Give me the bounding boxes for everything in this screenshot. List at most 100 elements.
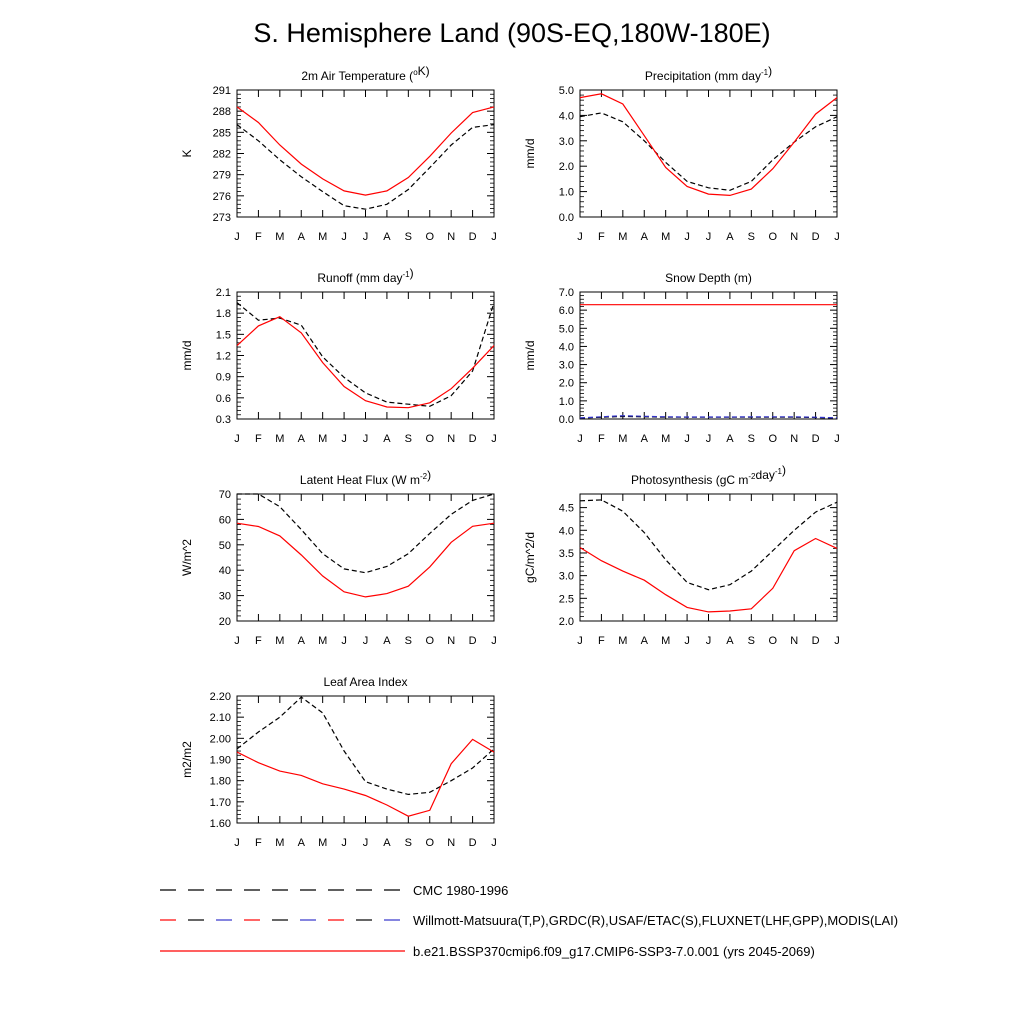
x-tick-label: A: [298, 231, 306, 243]
legend-item-1: CMC 1980-1996: [160, 883, 508, 898]
y-axis-label: K: [180, 149, 194, 157]
x-tick-label: D: [812, 231, 820, 243]
y-axis-label: mm/d: [180, 341, 194, 371]
panels: 2m Air Temperature (oK)J F M A M J J A S O N D J2732…: [180, 64, 840, 849]
x-tick-label: M: [618, 231, 627, 243]
x-tick-label: M: [318, 433, 327, 445]
x-tick-label: O: [425, 837, 434, 849]
y-tick-label: 3.5: [559, 548, 574, 560]
y-axis-label: m2/m2: [180, 741, 194, 778]
y-tick-label: 5.0: [559, 85, 574, 97]
x-tick-label: M: [661, 231, 670, 243]
y-axis-label: mm/d: [523, 341, 537, 371]
x-tick-label: M: [318, 635, 327, 647]
y-tick-label: 4.5: [559, 503, 574, 515]
y-tick-label: 20: [219, 616, 231, 628]
legend: CMC 1980-1996 Willmott-Matsuura(T,P),GRDC…: [160, 883, 898, 959]
x-tick-label: N: [447, 433, 455, 445]
x-tick-label: O: [425, 433, 434, 445]
x-tick-label: A: [641, 231, 649, 243]
x-tick-label: J: [577, 231, 583, 243]
y-tick-label: 2.00: [210, 733, 231, 745]
series-line-1: [236, 124, 495, 210]
x-tick-label: J: [577, 433, 583, 445]
x-tick-label: J: [834, 433, 840, 445]
x-tick-label: O: [768, 433, 777, 445]
plot-frame: [579, 493, 838, 622]
panel-title: Runoff (mm day-1): [317, 266, 413, 285]
x-tick-label: J: [341, 433, 347, 445]
y-tick-label: 6.0: [559, 305, 574, 317]
y-tick-label: 2.0: [559, 161, 574, 173]
x-tick-label: F: [255, 635, 262, 647]
x-tick-label: J: [363, 433, 369, 445]
y-tick-label: 1.8: [216, 308, 231, 320]
y-tick-label: 2.10: [210, 712, 231, 724]
x-tick-label: J: [491, 433, 497, 445]
x-tick-label: N: [447, 231, 455, 243]
y-tick-label: 282: [213, 149, 231, 161]
x-tick-label: J: [684, 635, 690, 647]
plot-frame: [579, 89, 838, 218]
series-line-2: [236, 738, 495, 817]
x-tick-label: N: [790, 635, 798, 647]
y-tick-label: 50: [219, 540, 231, 552]
x-tick-label: D: [469, 635, 477, 647]
x-tick-label: J: [706, 635, 712, 647]
x-tick-label: S: [405, 231, 412, 243]
y-tick-label: 0.0: [559, 414, 574, 426]
x-tick-label: O: [425, 231, 434, 243]
y-tick-label: 291: [213, 85, 231, 97]
x-tick-label: J: [341, 837, 347, 849]
y-tick-label: 60: [219, 514, 231, 526]
y-tick-label: 2.0: [559, 378, 574, 390]
series-line-2: [579, 415, 838, 419]
chart-panel-4: Snow Depth (m)J F M A M J J A S O N D J0.01.02.03.04…: [523, 271, 840, 445]
chart-panel-1: 2m Air Temperature (oK)J F M A M J J A S O N D J2732…: [180, 64, 497, 243]
x-tick-label: M: [618, 433, 627, 445]
y-tick-label: 0.0: [559, 212, 574, 224]
panel-title: Latent Heat Flux (W m-2): [300, 468, 431, 487]
series-line-2: [579, 93, 838, 197]
x-tick-label: S: [748, 635, 755, 647]
x-tick-label: F: [255, 837, 262, 849]
legend-label: Willmott-Matsuura(T,P),GRDC(R),USAF/ETAC…: [413, 913, 898, 928]
x-tick-label: O: [768, 231, 777, 243]
chart-panel-5: Latent Heat Flux (W m-2)J F M A M J J A S O N D J203…: [180, 468, 497, 647]
chart-panel-2: Precipitation (mm day-1)J F M A M J J A S O N D J0.0…: [523, 64, 840, 243]
y-tick-label: 0.9: [216, 372, 231, 384]
y-tick-label: 40: [219, 565, 231, 577]
x-tick-label: D: [469, 837, 477, 849]
x-tick-label: M: [275, 231, 284, 243]
plot-frame: [236, 89, 495, 218]
y-tick-label: 3.0: [559, 571, 574, 583]
y-tick-label: 273: [213, 212, 231, 224]
x-tick-label: F: [255, 231, 262, 243]
x-tick-label: J: [684, 231, 690, 243]
x-tick-label: F: [598, 433, 605, 445]
x-tick-label: S: [748, 231, 755, 243]
y-tick-label: 4.0: [559, 110, 574, 122]
y-axis-label: W/m^2: [180, 539, 194, 576]
y-tick-label: 0.6: [216, 393, 231, 405]
x-tick-label: F: [598, 231, 605, 243]
x-tick-label: M: [318, 231, 327, 243]
y-tick-label: 1.2: [216, 351, 231, 363]
x-tick-label: J: [706, 231, 712, 243]
x-tick-label: J: [684, 433, 690, 445]
y-tick-label: 7.0: [559, 287, 574, 299]
x-tick-label: D: [469, 433, 477, 445]
x-tick-label: A: [383, 433, 391, 445]
plot-frame: [236, 291, 495, 420]
x-tick-label: S: [405, 837, 412, 849]
plot-frame: [236, 493, 495, 622]
legend-label: CMC 1980-1996: [413, 883, 508, 898]
x-tick-label: A: [298, 635, 306, 647]
y-tick-label: 3.0: [559, 360, 574, 372]
y-tick-label: 1.70: [210, 797, 231, 809]
x-tick-label: D: [469, 231, 477, 243]
x-tick-label: M: [275, 837, 284, 849]
x-tick-label: J: [234, 635, 240, 647]
x-tick-label: J: [706, 433, 712, 445]
